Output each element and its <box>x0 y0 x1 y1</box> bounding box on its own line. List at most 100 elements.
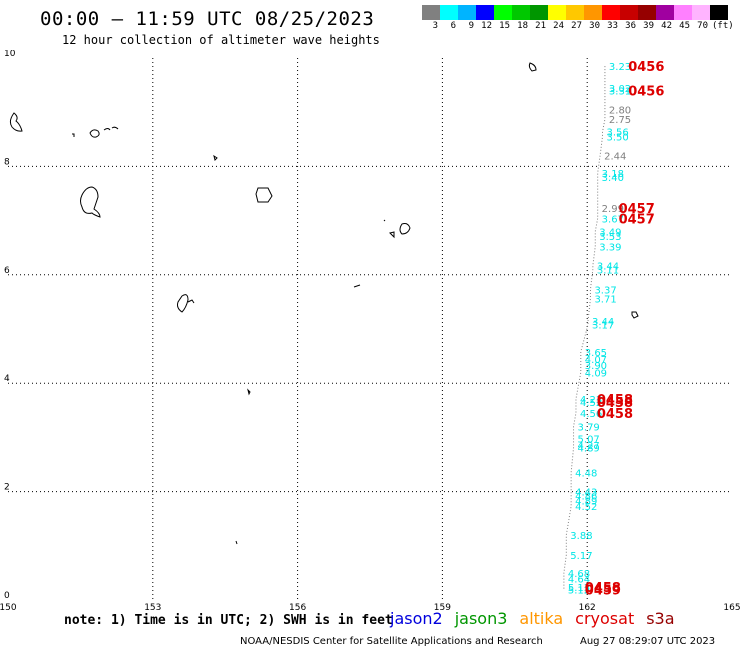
legend-swatch <box>692 5 710 20</box>
pass-time-label: 0458 <box>585 581 621 596</box>
legend-label: 12 <box>481 21 492 31</box>
wave-height-label: 2.75 <box>609 115 631 126</box>
wave-height-label: 3.11 <box>597 265 619 276</box>
wave-height-label: 3.44 <box>592 317 614 328</box>
island-outline <box>631 311 639 319</box>
legend-label: 15 <box>499 21 510 31</box>
legend-label: 42 <box>661 21 672 31</box>
wave-height-map: 3.23 3.023.31 2.802.75 3.563.50 2.44 3.183.40… <box>0 50 740 610</box>
wave-height-label: 4.89 <box>575 496 597 507</box>
legend-swatch <box>548 5 566 20</box>
wave-height-label: 4.64 <box>568 574 590 585</box>
wave-height-label: 3.79 <box>578 423 600 434</box>
wave-height-label: 3.50 <box>607 133 629 144</box>
wave-height-label: 3.40 <box>602 173 624 184</box>
legend-label: 9 <box>468 21 474 31</box>
legend-label: 45 <box>679 21 690 31</box>
wave-height-label: 3.53 <box>599 232 621 243</box>
legend-labels: 3 6 9 12 15 18 21 24 27 30 33 36 39 42 45 70 <box>422 21 710 33</box>
wave-height-label: 3.37 <box>594 285 616 296</box>
wave-height-readings: 3.23 3.023.31 2.802.75 3.563.50 2.44 3.183.40… <box>568 60 665 599</box>
wave-height-label: 3.49 <box>599 227 621 238</box>
generated-timestamp: Aug 27 08:29:07 UTC 2023 <box>580 636 716 647</box>
x-tick-label: 159 <box>434 603 451 610</box>
map-grid <box>8 58 732 600</box>
wave-height-label: 5.17 <box>570 551 592 562</box>
wave-height-label: 2.80 <box>609 105 631 116</box>
legend-label: 33 <box>607 21 618 31</box>
wave-height-label: 3.23 <box>609 62 631 73</box>
wave-height-label: 3.02 <box>609 84 631 95</box>
legend-swatch <box>476 5 494 20</box>
wave-height-label: 4.09 <box>585 368 607 379</box>
x-tick-label: 165 <box>723 603 740 610</box>
y-tick-label: 0 <box>4 591 10 601</box>
legend-swatch <box>440 5 458 20</box>
island-outline <box>528 62 537 72</box>
pass-time-label: 0457 <box>619 212 655 227</box>
coastlines <box>9 62 639 545</box>
wave-height-label: 3.56 <box>607 128 629 139</box>
legend-label: 36 <box>625 21 636 31</box>
wave-height-label: 3.31 <box>609 87 631 98</box>
wave-height-label: 3.90 <box>585 361 607 372</box>
legend-swatch <box>458 5 476 20</box>
wave-height-label: 4.27 <box>578 441 600 452</box>
satellite-legend: jason2 jason3 altika cryosat s3a <box>390 609 675 628</box>
island-outline <box>89 126 119 138</box>
page-subtitle: 12 hour collection of altimeter wave hei… <box>62 33 380 47</box>
legend-swatch <box>584 5 602 20</box>
wave-height-label: 3.67 <box>602 214 624 225</box>
legend-swatch <box>638 5 656 20</box>
legend-swatch <box>710 5 728 20</box>
wave-height-label: 4.56 <box>580 409 602 420</box>
wave-height-label: 5.07 <box>578 434 600 445</box>
legend-label: 18 <box>517 21 528 31</box>
island-outline <box>235 540 238 545</box>
y-tick-label: 4 <box>4 374 10 384</box>
legend-swatch <box>566 5 584 20</box>
legend-label: 39 <box>643 21 654 31</box>
wave-height-label: 4.07 <box>585 355 607 366</box>
wave-height-label: 2.99 <box>602 204 624 215</box>
legend-swatch <box>674 5 692 20</box>
legend-swatch <box>530 5 548 20</box>
satellite-cryosat: cryosat <box>575 609 635 628</box>
color-legend <box>422 5 728 20</box>
x-tick-label: 162 <box>579 603 596 610</box>
satellite-jason2: jason2 <box>390 609 443 628</box>
x-tick-label: 153 <box>144 603 161 610</box>
y-tick-label: 2 <box>4 483 10 493</box>
y-tick-label: 6 <box>4 266 10 276</box>
island-outline <box>213 154 218 161</box>
wave-height-label: 5.13 <box>568 583 590 594</box>
wave-height-label: 3.17 <box>592 321 614 332</box>
satellite-altika: altika <box>519 609 564 628</box>
wave-height-label: 3.65 <box>585 348 607 359</box>
wave-height-label: 3.44 <box>597 262 619 273</box>
wave-height-label: 3.18 <box>602 169 624 180</box>
wave-height-label: 4.23 <box>580 395 602 406</box>
wave-height-label: 4.89 <box>578 444 600 455</box>
footer-note: note: 1) Time is in UTC; 2) SWH is in fe… <box>64 613 393 628</box>
y-tick-label: 10 <box>4 50 16 59</box>
wave-height-label: 4.43 <box>575 488 597 499</box>
island-outline <box>9 112 23 132</box>
island-outline <box>177 294 195 313</box>
wave-height-label: 4.68 <box>568 569 590 580</box>
legend-label: 6 <box>450 21 456 31</box>
wave-height-label: 3.88 <box>570 531 592 542</box>
legend-swatch <box>656 5 674 20</box>
legend-swatch <box>494 5 512 20</box>
island-outline <box>353 284 361 288</box>
wave-height-label: 4.52 <box>575 502 597 513</box>
pass-time-label: 0459 <box>585 584 621 599</box>
page-title: 00:00 – 11:59 UTC 08/25/2023 <box>40 8 375 30</box>
satellite-s3a: s3a <box>646 609 675 628</box>
wave-height-label: 4.48 <box>575 469 597 480</box>
island-outline <box>247 388 251 396</box>
y-tick-label: 8 <box>4 157 10 167</box>
island-outline <box>72 133 75 137</box>
wave-height-label: 4.52 <box>580 398 602 409</box>
island-outline <box>80 186 101 218</box>
